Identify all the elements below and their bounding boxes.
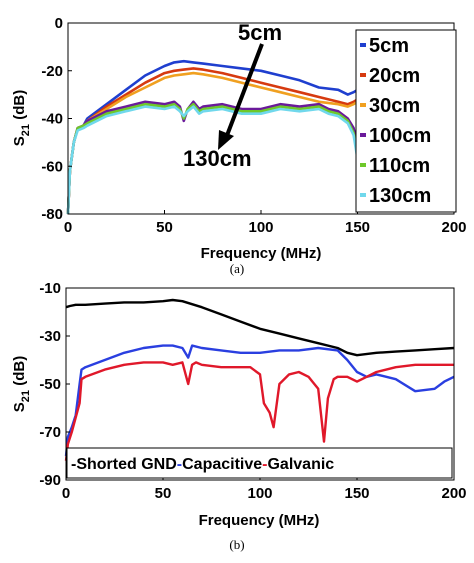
- chart-b-legend-box: [66, 447, 453, 479]
- chart-b-series-galvanic: [64, 361, 454, 461]
- chart-b-y-ticks: -90 -70 -50 -30 -10: [39, 280, 70, 489]
- legend-a-label-30cm: 30cm: [369, 95, 420, 117]
- chart-a-y-tick-label: -60: [41, 158, 63, 175]
- chart-b-legend: -Shorted GND-Capacitive-Galvanic: [66, 447, 453, 479]
- chart-a-x-tick-label: 100: [248, 219, 273, 236]
- legend-b-swatch-capacitive: -: [177, 456, 182, 473]
- chart-a-series-group: [66, 59, 359, 215]
- chart-a-x-tick-label: 200: [441, 219, 466, 236]
- legend-a-label-100cm: 100cm: [369, 125, 431, 147]
- chart-b-series-capacitive: [64, 344, 455, 457]
- chart-b-y-tick-label: -50: [39, 376, 61, 393]
- chart-b-x-tick-label: 200: [441, 485, 466, 502]
- chart-b-legend-text: -Shorted GND-Capacitive-Galvanic: [71, 456, 334, 473]
- legend-a-label-130cm: 130cm: [369, 185, 431, 207]
- annotation-arrow-head: [218, 130, 234, 150]
- chart-b-y-tick-label: -30: [39, 328, 61, 345]
- annotation-top-label: 5cm: [238, 20, 282, 45]
- chart-a-y-tick-label: 0: [55, 15, 63, 32]
- legend-a-label-110cm: 110cm: [369, 155, 430, 177]
- chart-b-x-label: Frequency (MHz): [199, 512, 320, 529]
- legend-a-label-5cm: 5cm: [369, 35, 409, 57]
- chart-a-legend-box: [355, 29, 457, 213]
- chart-a-legend: 5cm 20cm 30cm 100cm 110cm 130cm: [355, 29, 457, 213]
- chart-a-y-tick-label: -20: [41, 63, 63, 80]
- chart-b-series-group: [64, 298, 455, 461]
- legend-b-swatch-galvanic: -: [262, 456, 267, 473]
- chart-a-x-tick-label: 0: [64, 219, 72, 236]
- chart-b: 0 50 100 150 200 -90 -70 -50 -30 -10 Frequency (…: [11, 280, 467, 552]
- legend-b-label-shorted-gnd: Shorted GND: [76, 456, 176, 473]
- legend-a-label-20cm: 20cm: [369, 65, 420, 87]
- chart-a-y-ticks: -80 -60 -40 -20 0: [41, 15, 72, 223]
- chart-a-y-tick-label: -80: [41, 206, 63, 223]
- chart-a-x-tick-label: 50: [156, 219, 173, 236]
- chart-a-x-ticks: 0 50 100 150 200: [64, 210, 467, 236]
- chart-b-x-tick-label: 0: [62, 485, 70, 502]
- chart-b-y-tick-label: -10: [39, 280, 61, 297]
- chart-b-y-tick-label: -90: [39, 472, 61, 489]
- chart-a-y-label: S21 (dB): [11, 90, 32, 146]
- legend-b-swatch-shorted-gnd: -: [71, 456, 76, 473]
- legend-b-label-galvanic: Galvanic: [267, 456, 334, 473]
- annotation-arrow-shaft: [224, 43, 264, 139]
- chart-a-series-110cm: [66, 102, 359, 215]
- chart-a-x-label: Frequency (MHz): [201, 245, 322, 262]
- chart-b-y-label: S21 (dB): [11, 356, 32, 412]
- chart-b-x-tick-label: 150: [344, 485, 369, 502]
- chart-b-series-shorted-gnd: [65, 298, 455, 357]
- legend-b-label-capacitive: Capacitive: [182, 456, 262, 473]
- chart-a-x-tick-label: 150: [345, 219, 370, 236]
- chart-a: 0 50 100 150 200 -80 -60 -40 -20 0 Frequency (MH…: [11, 15, 467, 276]
- annotation-bottom-label: 130cm: [183, 146, 252, 171]
- chart-a-series-130cm: [66, 105, 359, 215]
- chart-b-caption: (b): [229, 537, 244, 552]
- chart-a-y-tick-label: -40: [41, 111, 63, 128]
- chart-b-x-ticks: 0 50 100 150 200: [62, 476, 467, 502]
- chart-b-x-tick-label: 50: [155, 485, 172, 502]
- chart-b-y-tick-label: -70: [39, 424, 61, 441]
- chart-a-caption: (a): [230, 261, 244, 276]
- chart-b-x-tick-label: 100: [247, 485, 272, 502]
